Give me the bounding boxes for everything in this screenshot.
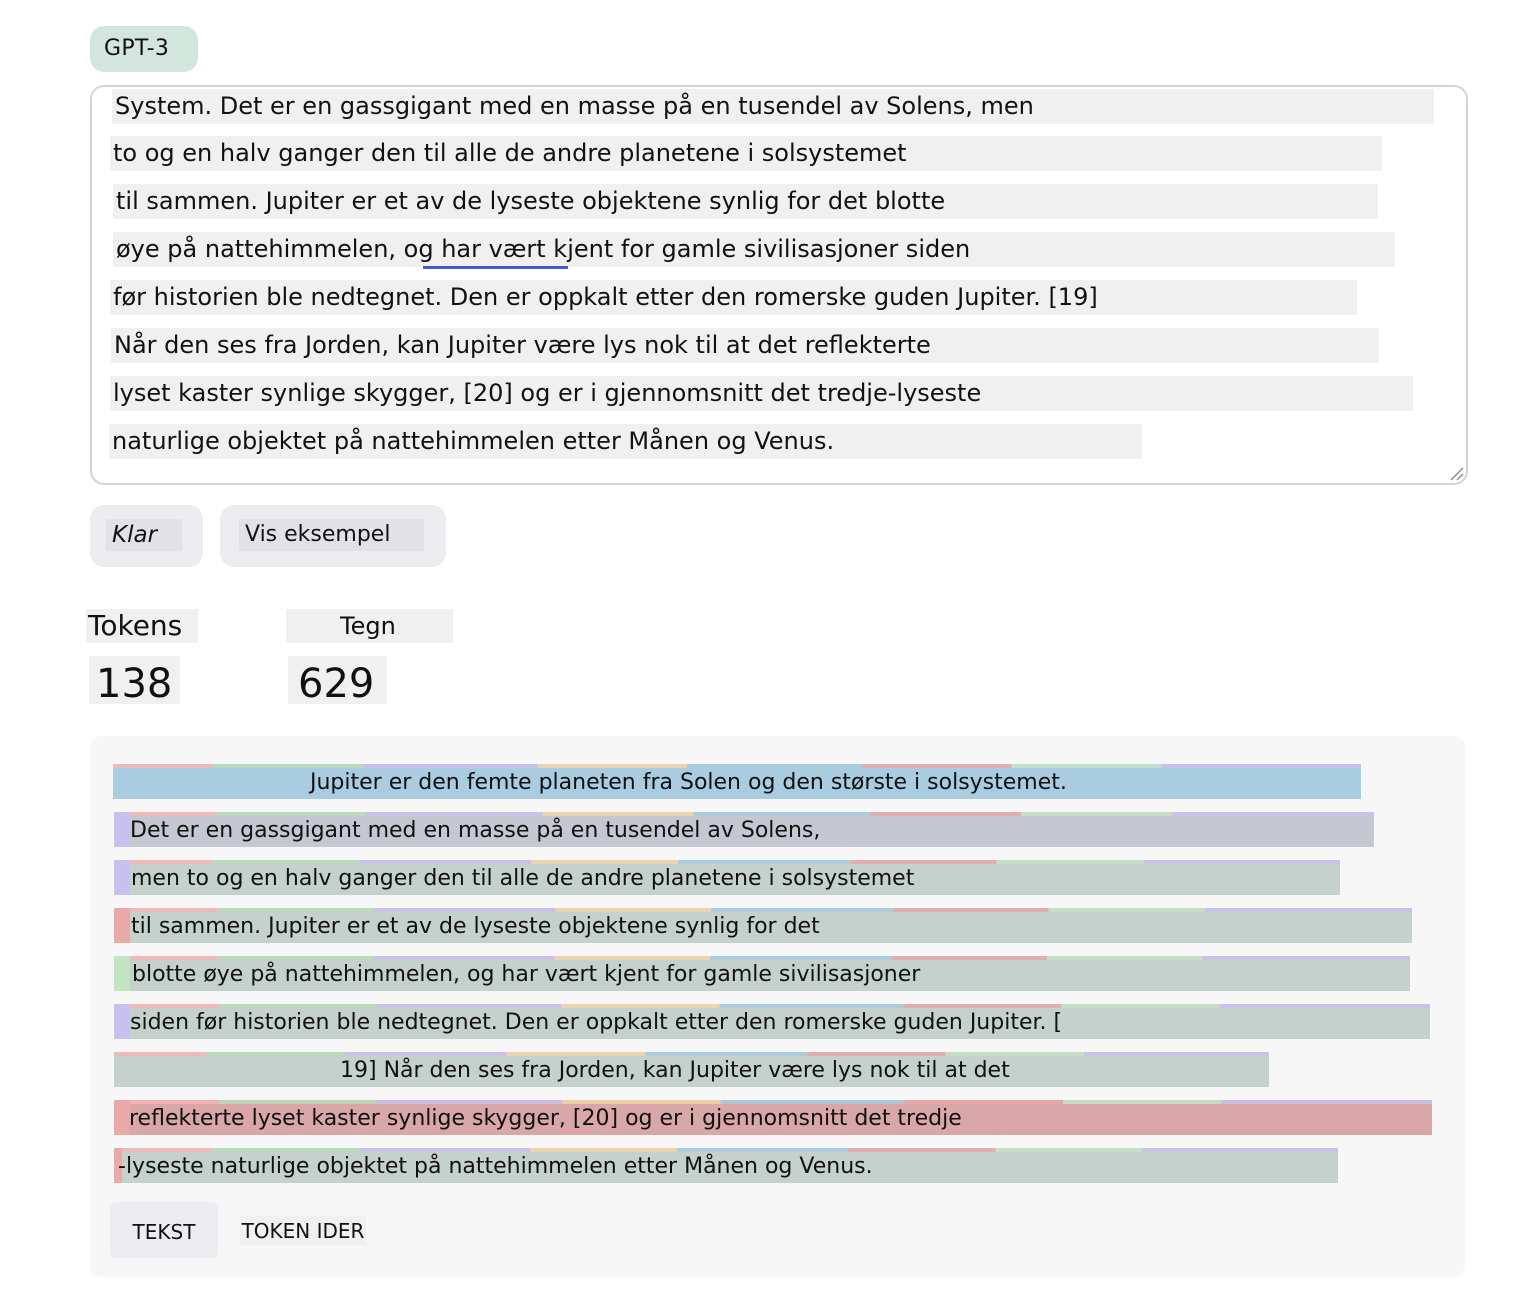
clear-button-label: Klar bbox=[106, 519, 182, 551]
token-line-9: -lyseste naturlige objektet på nattehimm… bbox=[114, 1148, 1338, 1183]
spellcheck-underline bbox=[423, 266, 568, 269]
show-example-button-label: Vis eksempel bbox=[239, 519, 424, 551]
show-example-button[interactable]: Vis eksempel bbox=[220, 505, 446, 567]
chars-count: 629 bbox=[288, 656, 387, 704]
input-line-8: naturlige objektet på nattehimmelen ette… bbox=[109, 424, 1142, 459]
token-line-6-text: siden før historien ble nedtegnet. Den e… bbox=[130, 1010, 1063, 1035]
token-line-8: reflekterte lyset kaster synlige skygger… bbox=[114, 1100, 1432, 1135]
input-line-1: System. Det er en gassgigant med en mass… bbox=[112, 89, 1434, 124]
token-line-6: siden før historien ble nedtegnet. Den e… bbox=[114, 1004, 1430, 1039]
token-line-3: men to og en halv ganger den til alle de… bbox=[114, 860, 1340, 895]
token-line-8-text: reflekterte lyset kaster synlige skygger… bbox=[129, 1106, 962, 1131]
token-line-4-text: til sammen. Jupiter er et av de lyseste … bbox=[131, 914, 820, 939]
token-line-5-text: blotte øye på nattehimmelen, og har vært… bbox=[132, 962, 921, 987]
clear-button[interactable]: Klar bbox=[90, 505, 203, 567]
tokens-label: Tokens bbox=[86, 609, 198, 643]
tab-text[interactable]: TEKST bbox=[110, 1202, 218, 1258]
input-line-6: Når den ses fra Jorden, kan Jupiter være… bbox=[111, 328, 1379, 363]
token-line-9-text: -lyseste naturlige objektet på nattehimm… bbox=[118, 1154, 873, 1179]
input-line-7: lyset kaster synlige skygger, [20] og er… bbox=[110, 376, 1413, 411]
token-line-2: Det er en gassgigant med en masse på en … bbox=[114, 812, 1374, 847]
token-line-3-text: men to og en halv ganger den til alle de… bbox=[131, 866, 915, 891]
token-line-4: til sammen. Jupiter er et av de lyseste … bbox=[114, 908, 1412, 943]
model-badge[interactable]: GPT-3 bbox=[90, 26, 198, 72]
prompt-textarea[interactable]: System. Det er en gassgigant med en mass… bbox=[90, 85, 1468, 485]
input-line-3: til sammen. Jupiter er et av de lyseste … bbox=[113, 184, 1378, 219]
token-line-1: Jupiter er den femte planeten fra Solen … bbox=[113, 764, 1361, 799]
token-line-7: 19] Når den ses fra Jorden, kan Jupiter … bbox=[114, 1052, 1269, 1087]
tab-token-ids[interactable]: TOKEN IDER bbox=[240, 1216, 366, 1246]
token-line-5: blotte øye på nattehimmelen, og har vært… bbox=[114, 956, 1410, 991]
model-label: GPT-3 bbox=[104, 36, 170, 61]
resize-handle-icon[interactable] bbox=[1448, 465, 1464, 481]
tokens-count: 138 bbox=[89, 656, 180, 704]
chars-label: Tegn bbox=[286, 609, 453, 643]
token-line-2-text: Det er en gassgigant med en masse på en … bbox=[130, 818, 821, 843]
input-line-4: øye på nattehimmelen, og har vært kjent … bbox=[113, 232, 1395, 267]
token-visualization-panel: Jupiter er den femte planeten fra Solen … bbox=[90, 736, 1465, 1277]
token-line-1-text: Jupiter er den femte planeten fra Solen … bbox=[310, 770, 1067, 795]
input-line-5: før historien ble nedtegnet. Den er oppk… bbox=[110, 280, 1357, 315]
input-line-2: to og en halv ganger den til alle de and… bbox=[110, 136, 1382, 171]
token-line-7-text: 19] Når den ses fra Jorden, kan Jupiter … bbox=[340, 1058, 1010, 1083]
